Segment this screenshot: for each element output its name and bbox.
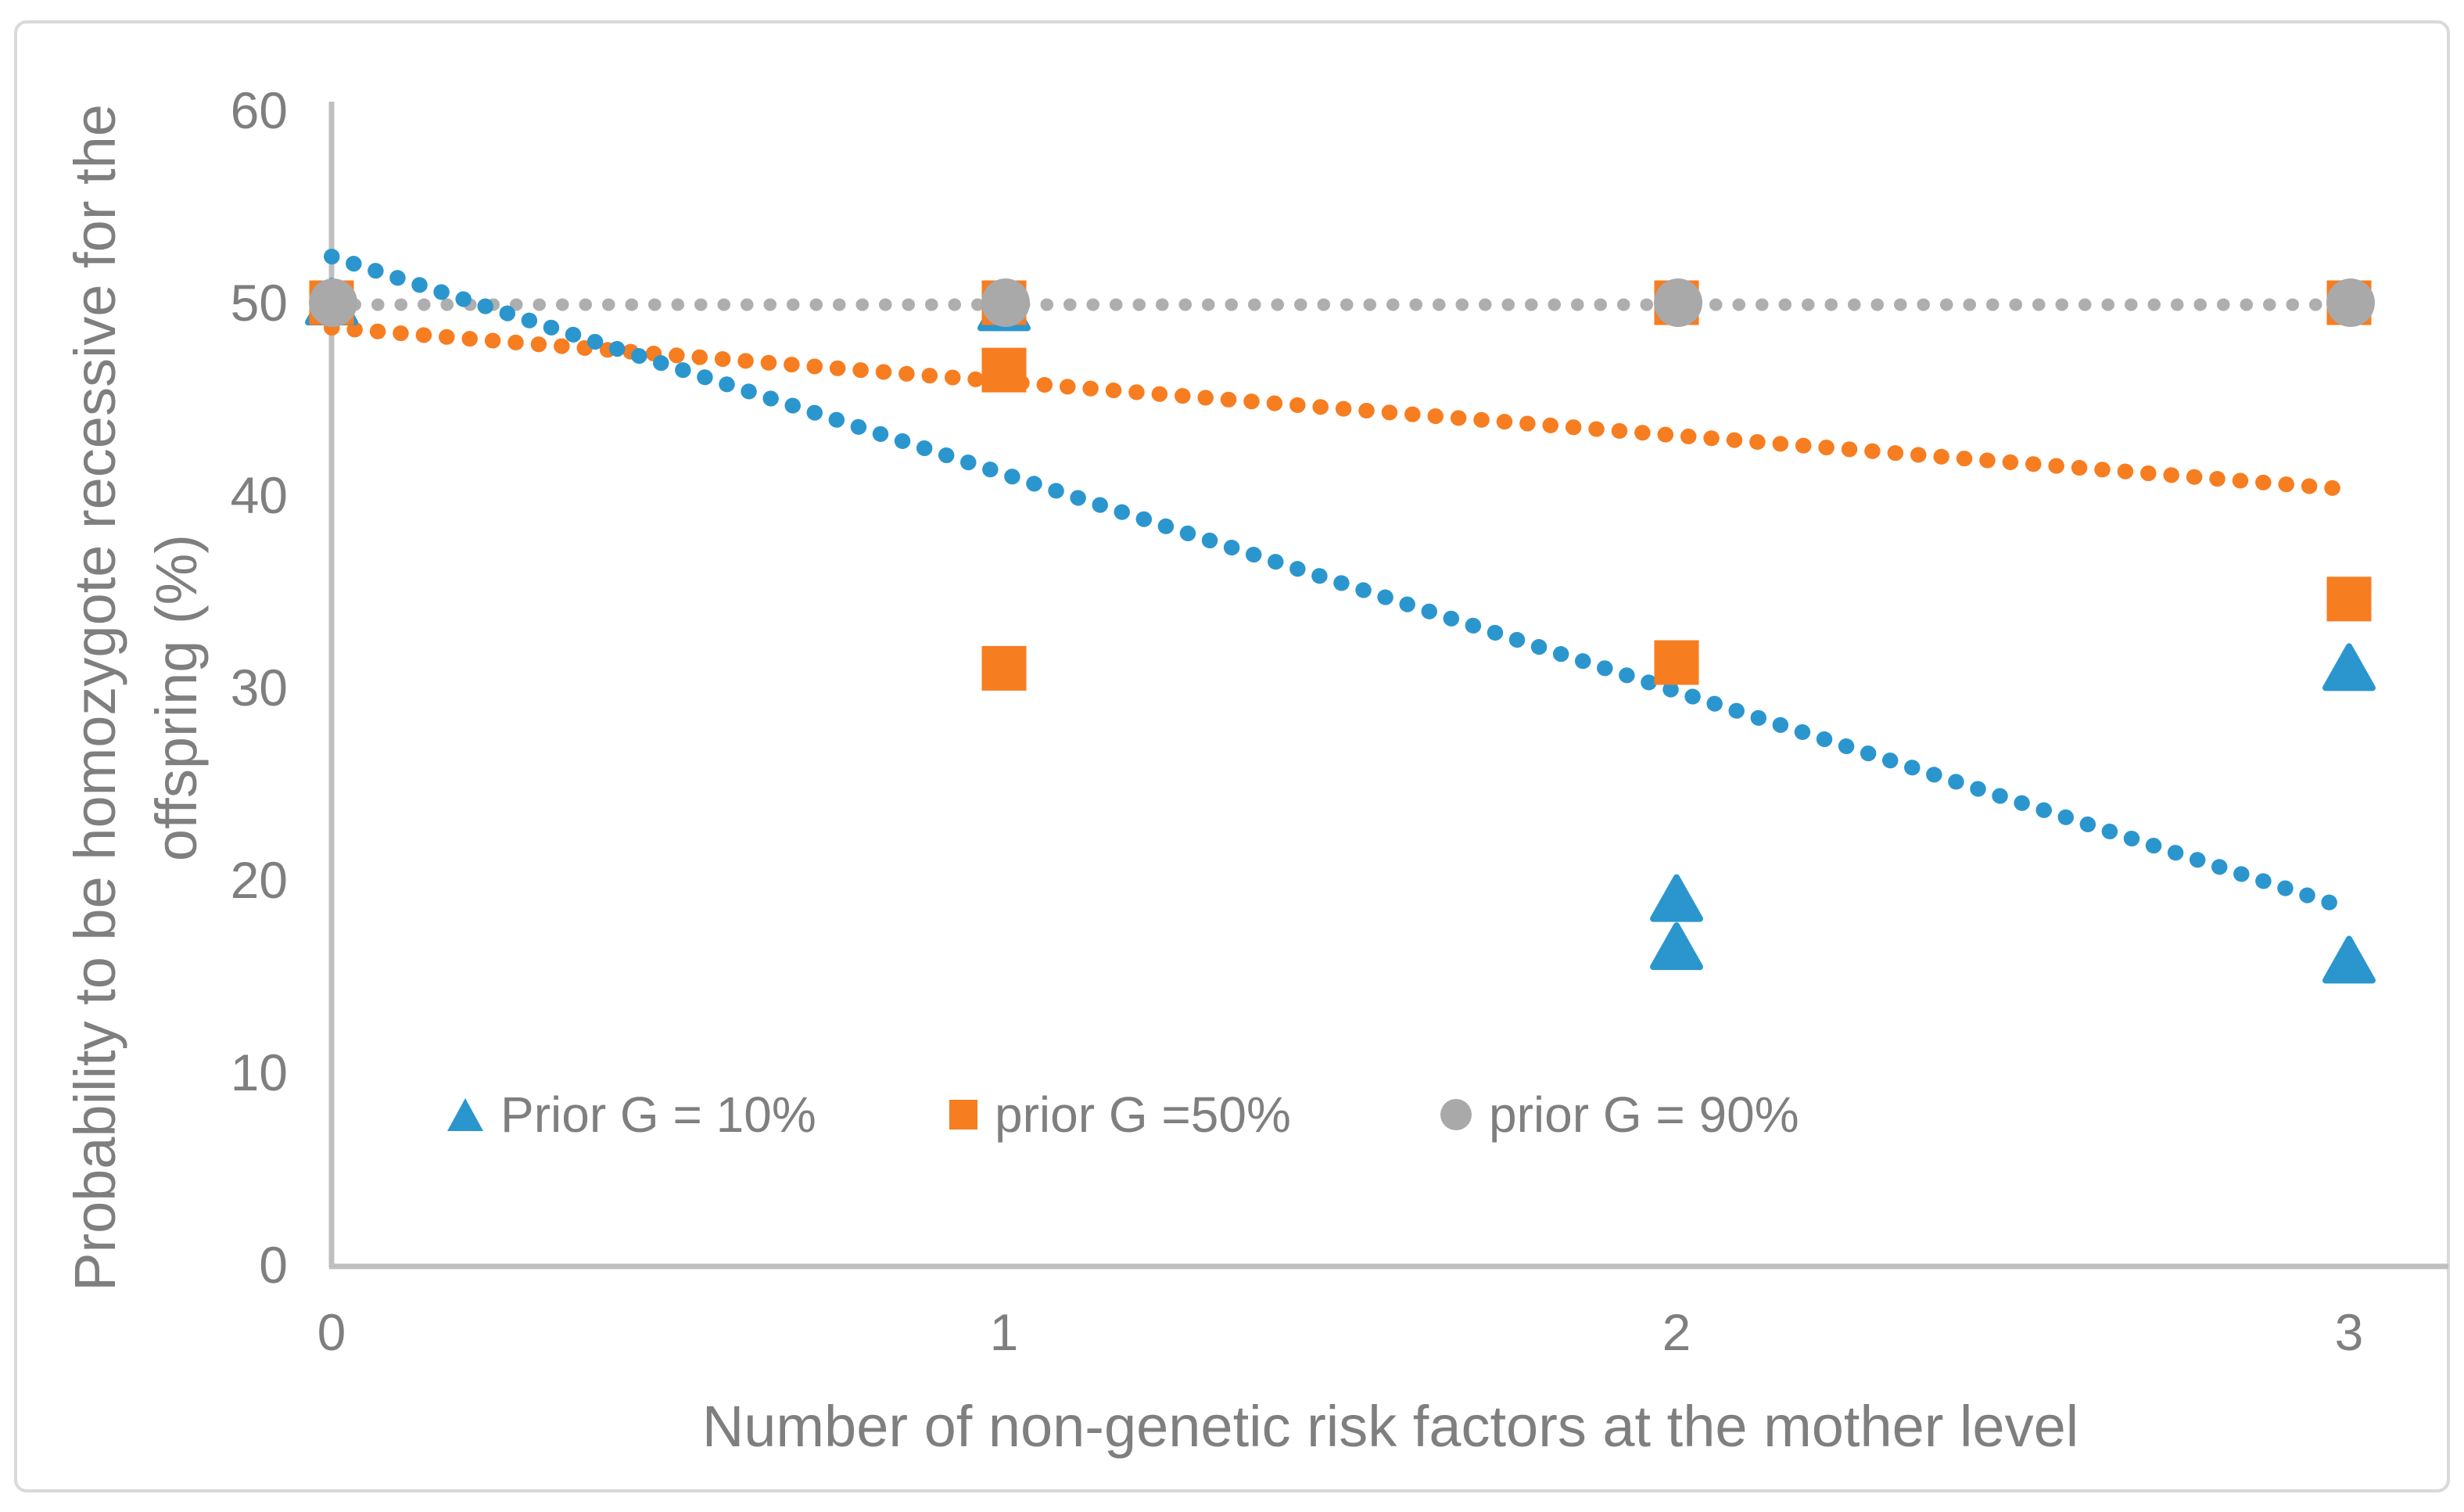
data-point-triangle xyxy=(1650,874,1703,922)
data-point-square xyxy=(2326,576,2372,622)
data-point-triangle xyxy=(2322,936,2376,984)
data-point-circle xyxy=(981,278,1030,327)
y-tick-label: 0 xyxy=(259,1236,288,1294)
x-axis-title: Number of non-genetic risk factors at th… xyxy=(701,1394,2079,1459)
data-point-square xyxy=(1654,640,1699,685)
data-point-triangle xyxy=(2322,643,2376,691)
data-point-circle xyxy=(2326,278,2375,327)
x-tick-label: 0 xyxy=(317,1303,346,1361)
x-tick-label: 3 xyxy=(2334,1303,2364,1361)
x-tick-label: 1 xyxy=(989,1303,1019,1361)
trendline-square xyxy=(324,319,2357,497)
y-tick-label: 30 xyxy=(230,659,288,716)
data-point-triangle xyxy=(1650,922,1703,971)
data-point-square xyxy=(981,645,1027,691)
data-point-circle xyxy=(309,278,357,327)
y-tick-label: 10 xyxy=(230,1043,288,1101)
y-tick-label: 20 xyxy=(230,851,288,909)
chart-border xyxy=(14,20,2450,1492)
y-tick-label: 50 xyxy=(230,274,288,332)
x-tick-label: 2 xyxy=(1662,1303,1691,1361)
data-point-square xyxy=(981,347,1027,393)
y-tick-label: 40 xyxy=(230,466,288,524)
trendline-triangle xyxy=(324,248,2357,917)
y-tick-label: 60 xyxy=(230,81,288,139)
data-point-circle xyxy=(1654,278,1702,327)
